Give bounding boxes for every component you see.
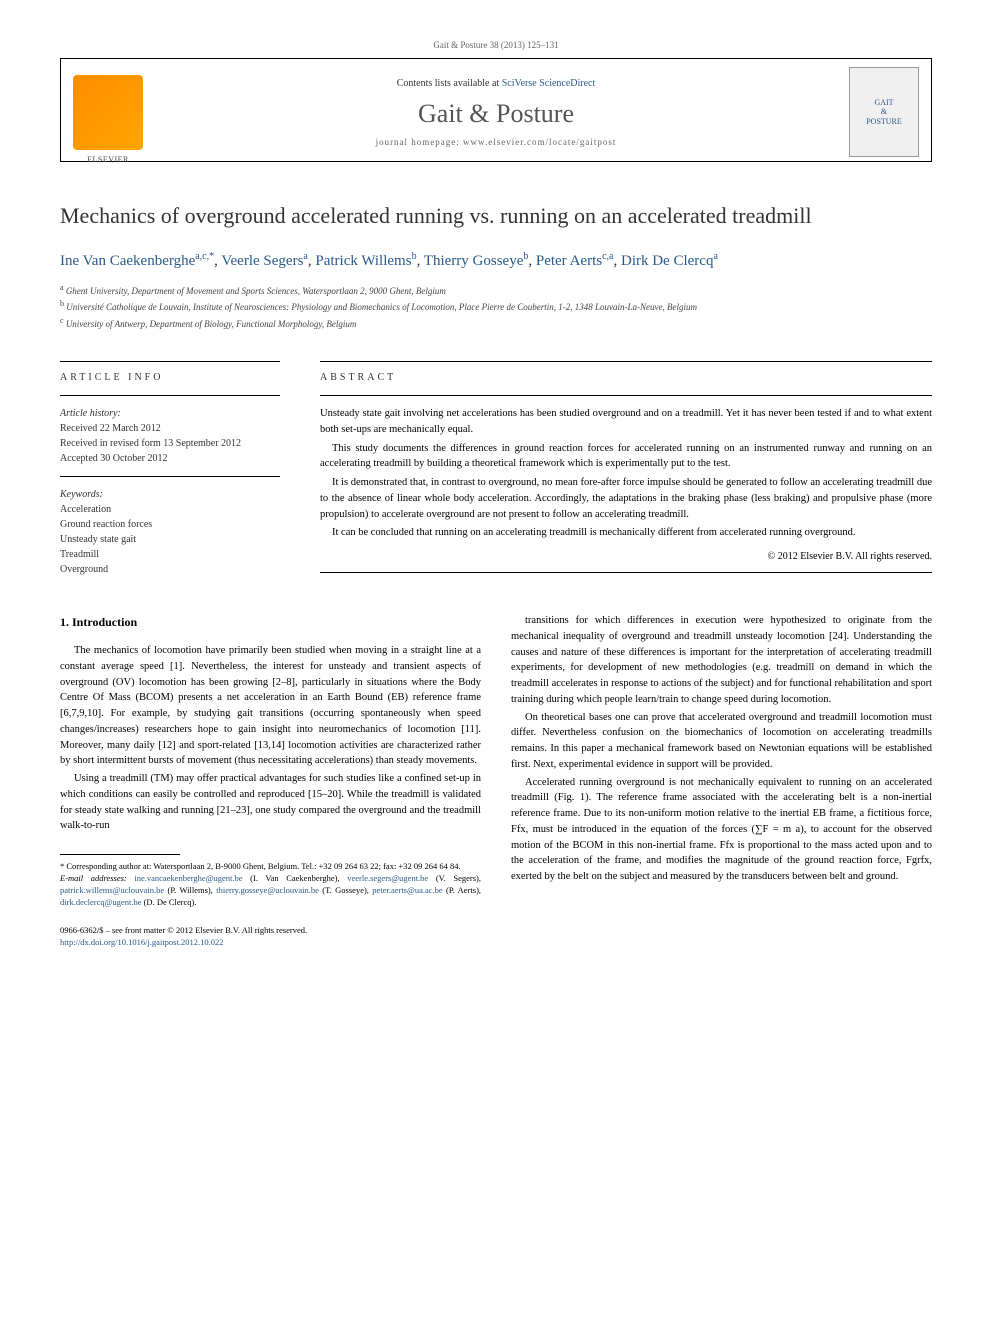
email-3-who: (T. Gosseye) [322,885,367,895]
email-3[interactable]: thierry.gosseye@uclouvain.be [216,885,319,895]
affil-sup-1: b [60,299,64,308]
affiliation-row: b Université Catholique de Louvain, Inst… [60,298,932,315]
author-2[interactable]: Patrick Willems [315,253,411,269]
email-4-who: (P. Aerts) [446,885,479,895]
author-5[interactable]: Dirk De Clercq [621,253,713,269]
homepage-url[interactable]: www.elsevier.com/locate/gaitpost [463,137,616,147]
divider [60,361,280,362]
keyword-0: Acceleration [60,504,111,515]
abstract-p0: Unsteady state gait involving net accele… [320,406,932,438]
abstract-p3: It can be concluded that running on an a… [320,525,932,541]
doi-link[interactable]: http://dx.doi.org/10.1016/j.gaitpost.201… [60,937,223,947]
divider [320,395,932,396]
body-p-r1: On theoretical bases one can prove that … [511,710,932,773]
abstract-panel: ABSTRACT Unsteady state gait involving n… [320,351,932,583]
email-1-who: (V. Segers) [436,873,479,883]
affil-text-0: Ghent University, Department of Movement… [66,286,446,296]
affil-sup-2: c [60,316,64,325]
affil-text-1: Université Catholique de Louvain, Instit… [66,302,697,312]
issn-text: 0966-6362/$ – see front matter © 2012 El… [60,925,307,935]
affiliation-row: a Ghent University, Department of Moveme… [60,282,932,299]
author-0[interactable]: Ine Van Caekenberghe [60,253,195,269]
history-label: Article history: [60,408,121,419]
footnote-divider [60,854,180,855]
homepage-prefix: journal homepage: [376,137,463,147]
body-column-left: 1. Introduction The mechanics of locomot… [60,613,481,948]
keyword-1: Ground reaction forces [60,519,152,530]
journal-homepage-line: journal homepage: www.elsevier.com/locat… [143,137,849,147]
email-2-who: (P. Willems) [168,885,211,895]
citation-bar: Gait & Posture 38 (2013) 125–131 [60,40,932,50]
footnotes-block: * Corresponding author at: Watersportlaa… [60,861,481,909]
author-1-affil: a [303,251,307,262]
author-3[interactable]: Thierry Gosseye [424,253,524,269]
body-p-l0: The mechanics of locomotion have primari… [60,643,481,769]
cover-line-0: GAIT [874,98,893,108]
keyword-4: Overground [60,564,108,575]
affiliation-row: c University of Antwerp, Department of B… [60,315,932,332]
divider [60,476,280,477]
body-column-right: transitions for which differences in exe… [511,613,932,948]
history-0: Received 22 March 2012 [60,423,161,434]
section-heading-intro: 1. Introduction [60,613,481,631]
elsevier-logo [73,75,143,150]
email-5-who: (D. De Clercq) [144,897,195,907]
keyword-3: Treadmill [60,549,99,560]
cover-line-2: POSTURE [866,117,902,127]
issn-copyright-line: 0966-6362/$ – see front matter © 2012 El… [60,925,481,949]
journal-name: Gait & Posture [143,99,849,129]
divider [320,361,932,362]
history-1: Received in revised form 13 September 20… [60,438,241,449]
divider [60,395,280,396]
abstract-copyright: © 2012 Elsevier B.V. All rights reserved… [320,551,932,562]
corresponding-author-note: * Corresponding author at: Watersportlaa… [60,861,481,873]
body-p-r0: transitions for which differences in exe… [511,613,932,708]
body-p-r2: Accelerated running overground is not me… [511,775,932,885]
article-title: Mechanics of overground accelerated runn… [60,202,932,231]
article-info-label: ARTICLE INFO [60,372,280,383]
email-2[interactable]: patrick.willems@uclouvain.be [60,885,164,895]
author-2-affil: b [412,251,417,262]
history-2: Accepted 30 October 2012 [60,453,167,464]
contents-available-line: Contents lists available at SciVerse Sci… [143,78,849,89]
email-label: E-mail addresses: [60,873,127,883]
author-0-star: * [209,251,214,262]
article-info-panel: ARTICLE INFO Article history: Received 2… [60,351,280,583]
author-5-affil: a [713,251,717,262]
author-list: Ine Van Caekenberghea,c,*, Veerle Segers… [60,251,932,270]
divider [320,572,932,573]
abstract-p2: It is demonstrated that, in contrast to … [320,475,932,522]
affil-sup-0: a [60,283,64,292]
email-4[interactable]: peter.aerts@ua.ac.be [372,885,442,895]
author-1[interactable]: Veerle Segers [221,253,303,269]
affiliations-block: a Ghent University, Department of Moveme… [60,282,932,332]
journal-header-box: Contents lists available at SciVerse Sci… [60,58,932,162]
email-1[interactable]: veerle.segers@ugent.be [347,873,428,883]
email-5[interactable]: dirk.declercq@ugent.be [60,897,141,907]
journal-cover-thumbnail: GAIT & POSTURE [849,67,919,157]
email-0[interactable]: ine.vancaekenberghe@ugent.be [134,873,242,883]
keywords-label: Keywords: [60,489,103,500]
cover-line-1: & [881,107,887,117]
abstract-label: ABSTRACT [320,372,932,383]
author-3-affil: b [523,251,528,262]
author-4[interactable]: Peter Aerts [536,253,602,269]
email-0-who: (I. Van Caekenberghe) [250,873,337,883]
contents-prefix: Contents lists available at [397,78,502,89]
author-0-affil: a,c, [195,251,209,262]
keyword-2: Unsteady state gait [60,534,136,545]
sciencedirect-link[interactable]: SciVerse ScienceDirect [502,78,596,89]
body-p-l1: Using a treadmill (TM) may offer practic… [60,771,481,834]
author-4-affil: c,a [602,251,613,262]
affil-text-2: University of Antwerp, Department of Bio… [66,319,357,329]
abstract-p1: This study documents the differences in … [320,441,932,473]
